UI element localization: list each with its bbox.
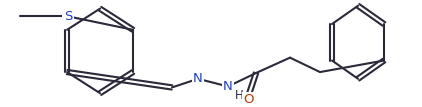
Text: N: N (223, 80, 233, 93)
Text: O: O (244, 93, 254, 106)
Text: N: N (193, 72, 203, 85)
Text: S: S (64, 10, 72, 23)
Text: H: H (235, 89, 243, 102)
